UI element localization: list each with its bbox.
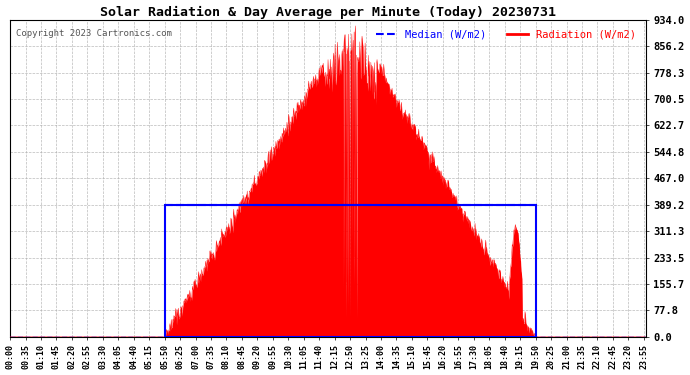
Legend: Median (W/m2), Radiation (W/m2): Median (W/m2), Radiation (W/m2) — [372, 25, 640, 44]
Bar — [165, 205, 535, 337]
Title: Solar Radiation & Day Average per Minute (Today) 20230731: Solar Radiation & Day Average per Minute… — [100, 6, 556, 19]
Text: Copyright 2023 Cartronics.com: Copyright 2023 Cartronics.com — [17, 29, 172, 38]
